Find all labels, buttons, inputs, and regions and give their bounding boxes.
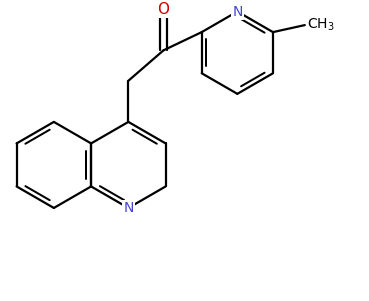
Text: N: N bbox=[123, 201, 134, 215]
Text: CH$_3$: CH$_3$ bbox=[307, 17, 335, 33]
Text: O: O bbox=[158, 2, 169, 17]
Text: N: N bbox=[232, 5, 242, 19]
